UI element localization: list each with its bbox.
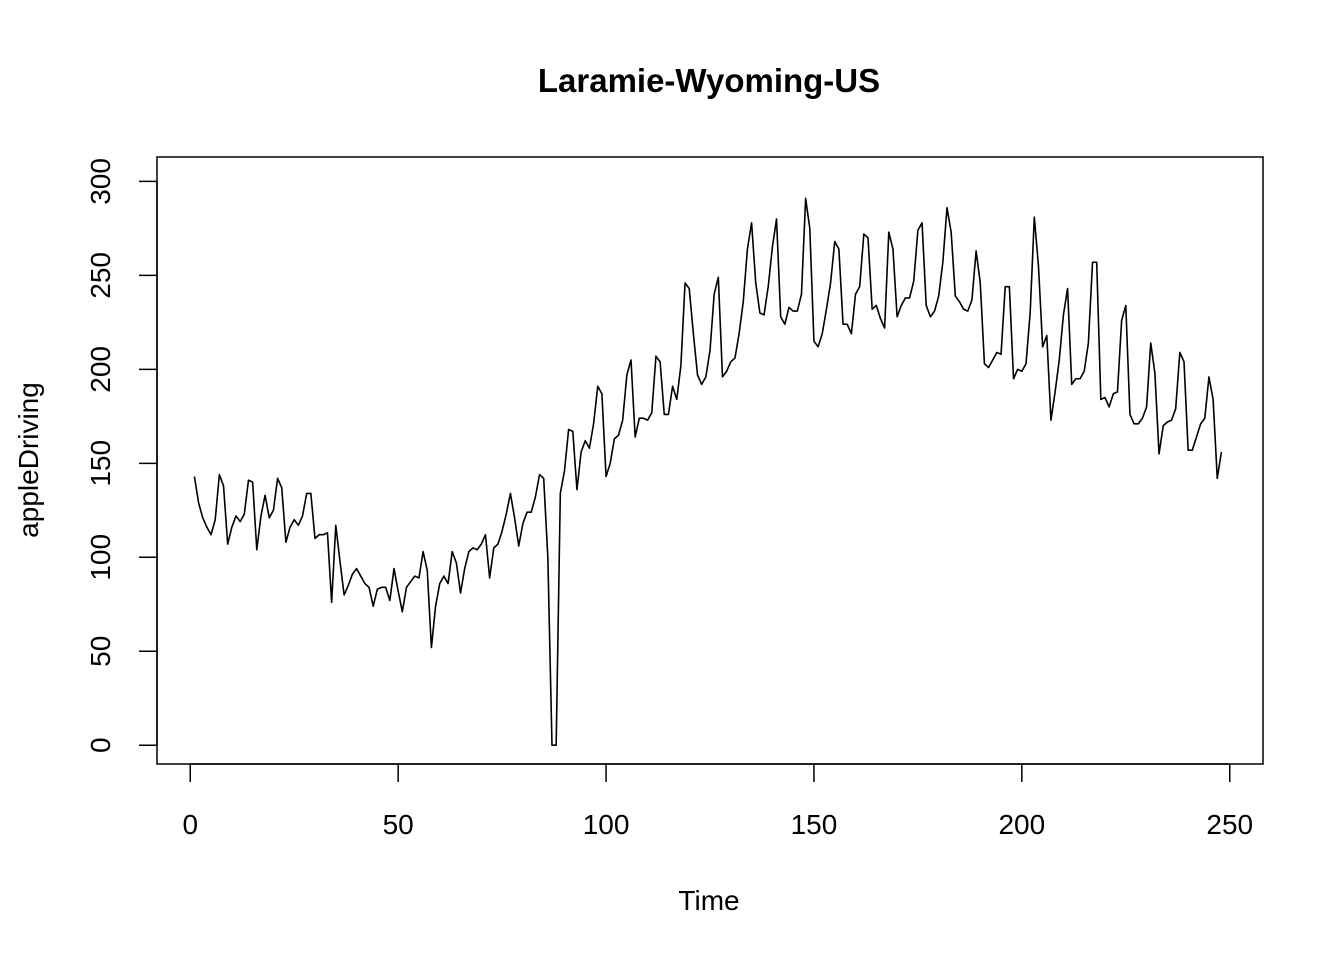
x-tick-label: 0 (182, 809, 198, 840)
x-tick-label: 250 (1206, 809, 1253, 840)
y-tick-label: 300 (85, 158, 116, 205)
y-tick-label: 0 (85, 737, 116, 753)
y-tick-label: 100 (85, 534, 116, 581)
x-axis-label: Time (678, 885, 739, 916)
y-tick-label: 50 (85, 636, 116, 667)
y-tick-label: 250 (85, 252, 116, 299)
x-axis: 0 50 100 150 200 250 (182, 763, 1253, 840)
chart-title: Laramie-Wyoming-US (538, 62, 880, 99)
plot-frame (156, 156, 1264, 765)
x-tick-label: 50 (383, 809, 414, 840)
y-tick-label: 200 (85, 346, 116, 393)
y-tick-label: 150 (85, 440, 116, 487)
y-axis: 0 50 100 150 200 250 300 (85, 158, 158, 753)
y-axis-label: appleDriving (13, 382, 44, 538)
x-tick-label: 150 (791, 809, 838, 840)
x-tick-label: 200 (998, 809, 1045, 840)
x-tick-label: 100 (583, 809, 630, 840)
series-line (193, 197, 1223, 747)
